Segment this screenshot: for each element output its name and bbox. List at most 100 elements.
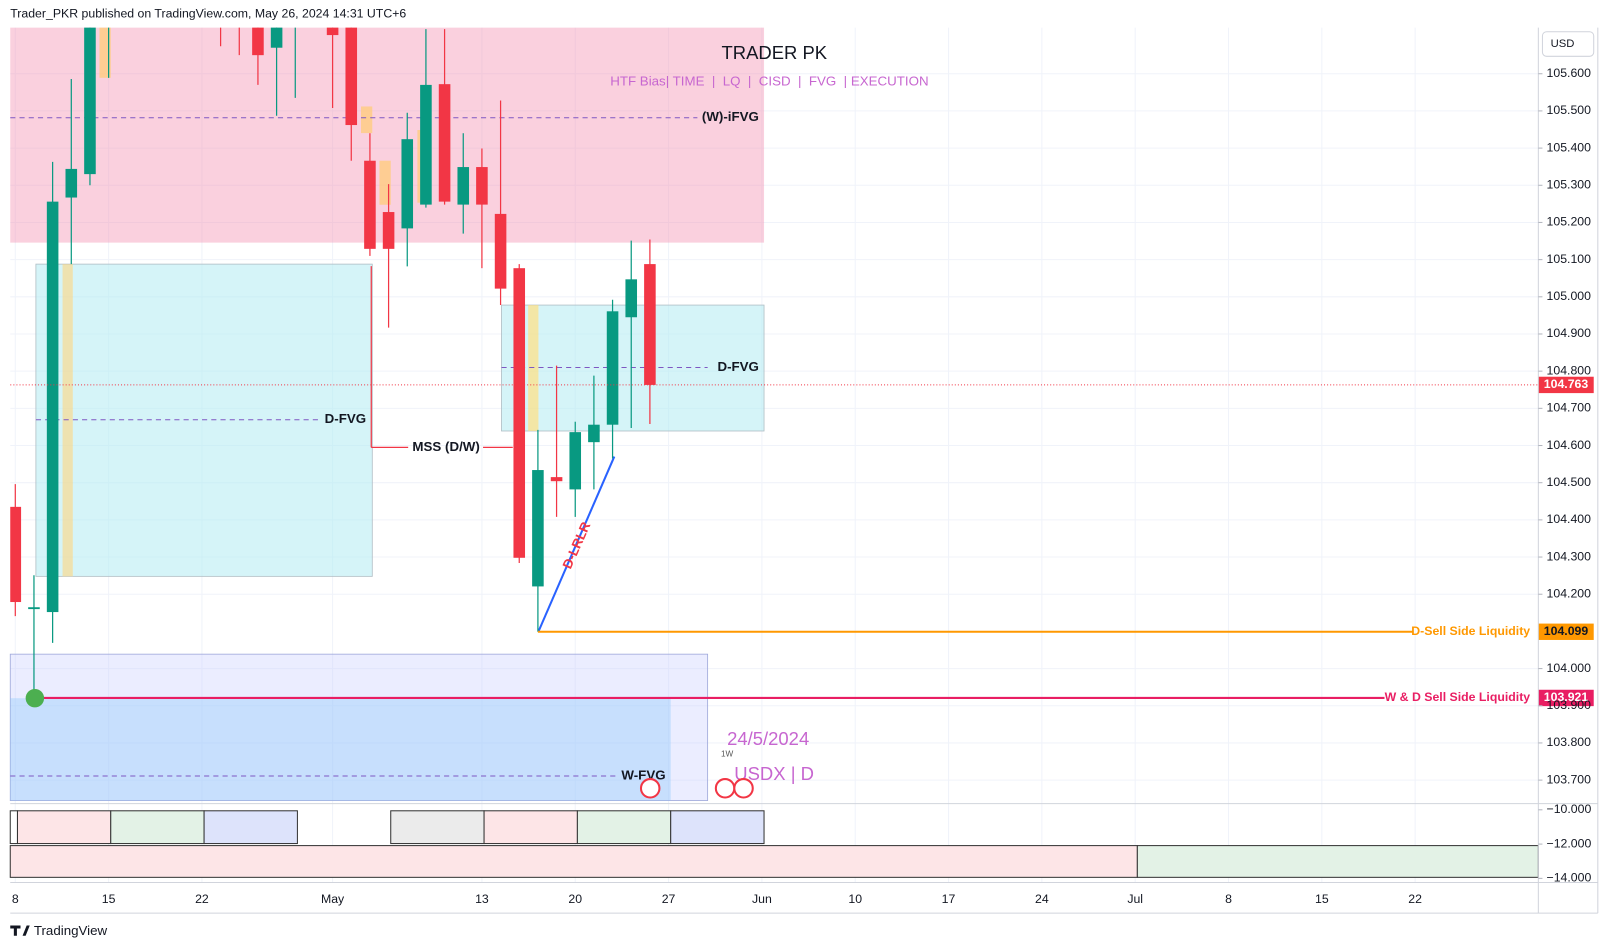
label: W-FVG — [621, 768, 665, 783]
y-tick-label: 104.000 — [1547, 661, 1592, 675]
y-tick-label: 104.300 — [1547, 549, 1592, 563]
candle-body — [252, 27, 264, 56]
event-icon[interactable] — [714, 778, 736, 799]
y-tick-label: 103.700 — [1547, 772, 1592, 786]
y-tick-label: −10.000 — [1547, 802, 1592, 816]
candle-body — [625, 279, 638, 318]
label: D-FVG — [717, 359, 758, 374]
weekly-fvg-inner — [10, 698, 671, 801]
symbol-label: USDX | D — [734, 763, 814, 784]
candle-body — [644, 264, 656, 385]
candle-body — [550, 477, 563, 482]
subtitle: HTF Bias| TIME | LQ | CISD | FVG | EXECU… — [610, 73, 928, 88]
y-tick-label: 105.200 — [1547, 215, 1592, 229]
candles — [10, 27, 656, 698]
liquidity-label: D-Sell Side Liquidity — [1411, 624, 1530, 638]
title: TRADER PK — [721, 42, 827, 63]
y-tick-label: 104.800 — [1547, 363, 1592, 377]
candle-body — [457, 167, 470, 205]
candle-body — [84, 27, 96, 175]
y-tick-label: 104.400 — [1547, 512, 1592, 526]
x-tick-label: Jul — [1127, 892, 1143, 906]
price-badge-label: 104.099 — [1544, 624, 1589, 638]
x-tick-label: 27 — [662, 892, 676, 906]
y-tick-label: 105.000 — [1547, 289, 1592, 303]
currency: USD — [1551, 38, 1575, 50]
fvg-marker — [360, 106, 373, 134]
liquidity-label: W & D Sell Side Liquidity — [1385, 690, 1531, 704]
x-tick-label: May — [321, 892, 345, 906]
x-tick-label: 20 — [568, 892, 582, 906]
price-badge — [1538, 376, 1594, 394]
y-tick-label: 105.500 — [1547, 103, 1592, 117]
date-label: 24/5/2024 — [727, 728, 809, 749]
candle-body — [326, 27, 339, 36]
y-tick-label: 104.700 — [1547, 401, 1592, 415]
label: 1W — [721, 750, 734, 759]
x-tick-label: 15 — [1315, 892, 1329, 906]
marker-dot — [25, 688, 45, 708]
candle-body — [588, 424, 600, 443]
fvg-marker — [379, 160, 391, 205]
y-tick-label: −12.000 — [1547, 836, 1592, 850]
y-tick-label: 105.600 — [1547, 66, 1592, 80]
y-tick-label: 104.600 — [1547, 438, 1592, 452]
candle-body — [10, 506, 22, 603]
price-badge — [1538, 623, 1594, 640]
indicator-pane — [9, 803, 1598, 878]
candle-body — [420, 84, 432, 205]
cell — [9, 845, 1138, 878]
axes: USD 105.600 105.500 105.400 105.300 105.200 1… — [10, 27, 1599, 914]
x-tick-label: 15 — [102, 892, 116, 906]
candle-body — [270, 27, 283, 48]
y-tick-label: 104.900 — [1547, 326, 1592, 340]
candle-body — [513, 268, 526, 558]
candle-body — [494, 213, 507, 289]
cell — [670, 810, 765, 845]
brand: TradingView — [10, 923, 108, 938]
candle-body — [569, 432, 582, 490]
label: (W)-iFVG — [702, 109, 759, 124]
x-tick-label: 10 — [848, 892, 862, 906]
x-tick-label: 13 — [475, 892, 489, 906]
x-tick-label: 8 — [1225, 892, 1232, 906]
brand-name: TradingView — [34, 923, 108, 938]
x-tick-label: 8 — [12, 892, 19, 906]
weekly-ifvg-zone — [10, 27, 765, 243]
cell — [390, 810, 485, 845]
y-tick-label: 104.500 — [1547, 475, 1592, 489]
cell — [576, 810, 672, 845]
brand-logo — [10, 925, 30, 936]
candle-body — [606, 311, 619, 425]
y-tick-label: 103.800 — [1547, 735, 1592, 749]
label: D-FVG — [325, 411, 366, 426]
label: MSS (D/W) — [412, 439, 479, 454]
event-icon[interactable] — [639, 778, 661, 799]
cell — [16, 810, 112, 845]
candle-body — [28, 607, 40, 610]
zones — [9, 27, 765, 801]
event-icon[interactable] — [733, 778, 754, 799]
candle-body — [65, 168, 78, 198]
fvg-marker — [99, 27, 111, 78]
candle-body — [532, 470, 544, 587]
lrlr-line — [537, 456, 616, 633]
candle-body — [46, 201, 59, 613]
y-tick-label: 105.400 — [1547, 140, 1592, 154]
x-tick-label: 22 — [195, 892, 209, 906]
y-tick-label: 105.100 — [1547, 252, 1592, 266]
price-badge — [1538, 689, 1594, 707]
candle-body — [364, 160, 376, 249]
cell — [9, 810, 18, 845]
currency-button[interactable] — [1541, 31, 1595, 57]
candle-body — [401, 139, 414, 229]
y-tick-label: −14.000 — [1547, 871, 1592, 885]
publisher: Trader_PKR published on TradingView.com,… — [10, 7, 406, 21]
candle-body — [476, 167, 488, 205]
x-tick-label: Jun — [752, 892, 772, 906]
candle-body — [345, 27, 358, 126]
cell — [483, 810, 578, 845]
price-badge-label: 104.763 — [1544, 377, 1589, 391]
cell — [203, 810, 298, 845]
